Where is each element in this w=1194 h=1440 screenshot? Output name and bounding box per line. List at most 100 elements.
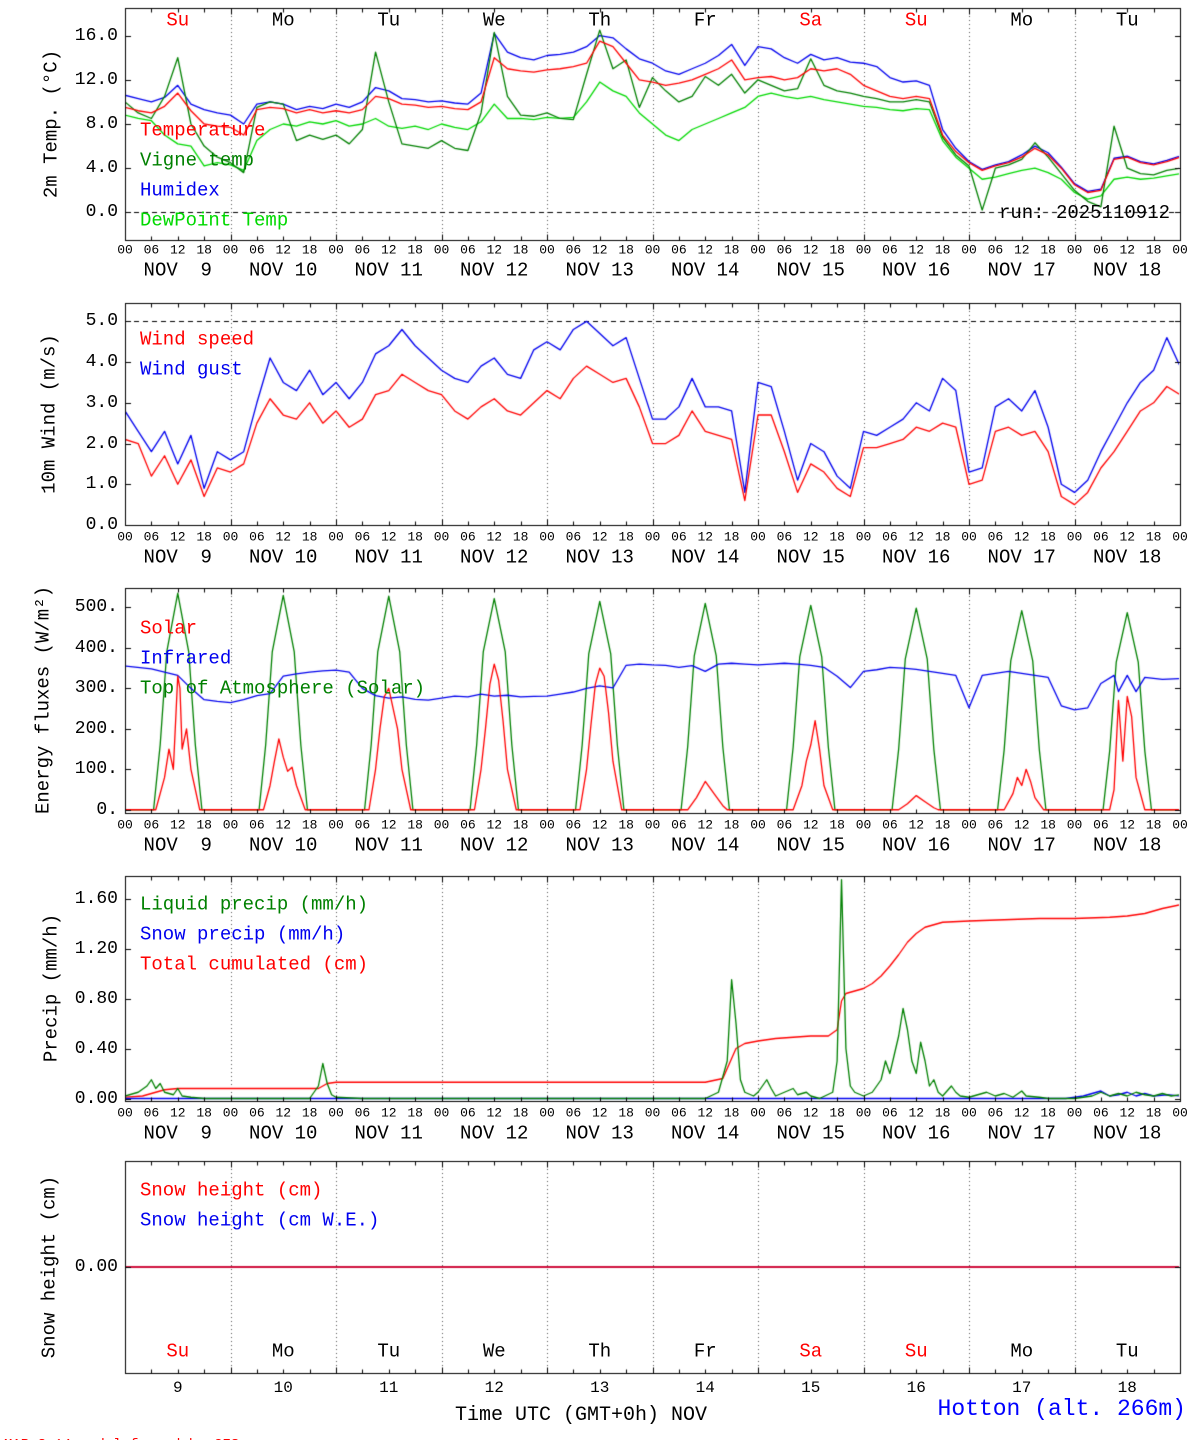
x-tick-label: 12 [1119,529,1136,545]
y-tick-label: 8.0 [85,114,118,134]
day-name-label: Fr [693,1340,717,1363]
x-tick-label: 06 [143,1105,160,1121]
x-tick-label: 18 [1040,1105,1056,1121]
x-tick-label: 12 [486,817,503,833]
x-tick-label: 12 [908,242,925,258]
x-tick-label: 18 [301,242,318,258]
x-tick-label: 12 [591,1105,608,1121]
x-day-label: NOV 16 [882,1122,951,1145]
x-day-label: NOV 16 [882,834,951,857]
x-tick-label: 00 [750,529,766,545]
x-tick-label: 06 [671,242,687,258]
x-day-label: NOV 15 [776,259,845,282]
day-number-label: 14 [695,1379,715,1397]
x-tick-label: 06 [882,817,898,833]
x-tick-label: 06 [565,817,582,833]
y-tick-label: 16.0 [74,25,118,46]
x-tick-label: 06 [565,1105,582,1121]
x-tick-label: 00 [1066,1105,1083,1121]
x-tick-label: 00 [961,1105,977,1121]
x-tick-label: 12 [802,1105,819,1121]
model-credit-text: MARv3.14 model forced by GFS [4,1436,374,1440]
x-tick-label: 12 [697,1105,714,1121]
day-name-label: Su [904,9,928,32]
x-tick-label: 06 [776,529,793,545]
y-tick-label: 2.0 [85,433,118,454]
x-tick-label: 18 [723,1105,740,1121]
x-day-label: NOV 10 [249,834,318,857]
x-tick-label: 06 [882,1105,898,1121]
x-day-label: NOV 13 [565,834,634,857]
x-tick-label: 00 [328,1105,344,1121]
day-name-label: Mo [1010,9,1034,32]
x-tick-label: 18 [618,1105,634,1121]
x-axis-title: Time UTC (GMT+0h) NOV [455,1404,707,1427]
y-tick-label: 100. [74,759,118,780]
y-tick-label: 1.20 [74,938,118,959]
x-tick-label: 12 [380,817,397,833]
x-tick-label: 00 [644,529,661,545]
x-tick-label: 06 [460,529,476,545]
legend-entry: Solar [140,617,198,640]
day-name-label: Su [904,1340,928,1363]
x-tick-label: 18 [1145,242,1162,258]
x-tick-label: 12 [380,242,397,258]
x-tick-label: 00 [539,817,555,833]
x-tick-label: 12 [591,529,608,545]
footer-credits: MARv3.14 model forced by GFS (c) Lab. of… [4,1398,374,1440]
x-day-label: NOV 17 [987,259,1056,282]
x-tick-label: 06 [1093,529,1109,545]
x-day-label: NOV 14 [671,546,740,569]
x-tick-label: 12 [486,1105,503,1121]
day-name-label: Th [588,1340,612,1363]
x-tick-label: 18 [618,529,634,545]
day-name-label: Mo [1010,1340,1034,1363]
x-tick-label: 00 [539,529,555,545]
x-tick-label: 06 [460,1105,476,1121]
x-tick-label: 12 [275,1105,292,1121]
x-tick-label: 00 [855,529,872,545]
day-number-label: 11 [379,1379,399,1397]
x-day-label: NOV 17 [987,546,1056,569]
x-tick-label: 18 [829,817,845,833]
y-axis-title: Energy fluxes (W/m²) [32,585,55,815]
legend-entry: Top of Atmosphere (Solar) [140,677,426,700]
x-tick-label: 00 [855,1105,872,1121]
x-tick-label: 00 [539,242,555,258]
x-tick-label: 00 [855,817,872,833]
x-tick-label: 12 [697,242,714,258]
day-name-label: We [482,1340,506,1363]
y-tick-label: 300. [74,678,118,699]
x-tick-label: 12 [169,529,186,545]
x-tick-label: 12 [275,529,292,545]
day-number-label: 12 [484,1379,504,1397]
x-tick-label: 06 [354,242,371,258]
day-name-label: Tu [1115,1340,1139,1363]
x-tick-label: 06 [987,1105,1004,1121]
station-label: Hotton (alt. 266m) [937,1396,1186,1422]
x-tick-label: 18 [407,817,423,833]
y-tick-label: 0.0 [85,515,118,535]
x-tick-label: 06 [354,817,371,833]
x-tick-label: 12 [1119,817,1136,833]
x-day-label: NOV 11 [354,1122,423,1145]
legend-entry: Humidex [140,179,220,202]
x-tick-label: 06 [882,529,898,545]
x-tick-label: 06 [249,817,265,833]
y-axis-title: 10m Wind (m/s) [38,334,61,494]
x-tick-label: 12 [275,817,292,833]
x-tick-label: 06 [987,242,1004,258]
x-tick-label: 06 [565,242,582,258]
x-tick-label: 18 [829,529,845,545]
x-day-label: NOV 9 [143,1122,212,1145]
x-tick-label: 06 [565,529,582,545]
x-tick-label: 00 [117,529,133,545]
x-tick-label: 12 [1119,242,1136,258]
x-tick-label: 12 [1013,1105,1030,1121]
y-tick-label: 400. [74,637,118,658]
x-day-label: NOV 12 [460,1122,529,1145]
x-tick-label: 18 [723,529,740,545]
x-tick-label: 18 [1145,817,1162,833]
x-tick-label: 12 [1013,242,1030,258]
x-day-label: NOV 12 [460,546,529,569]
